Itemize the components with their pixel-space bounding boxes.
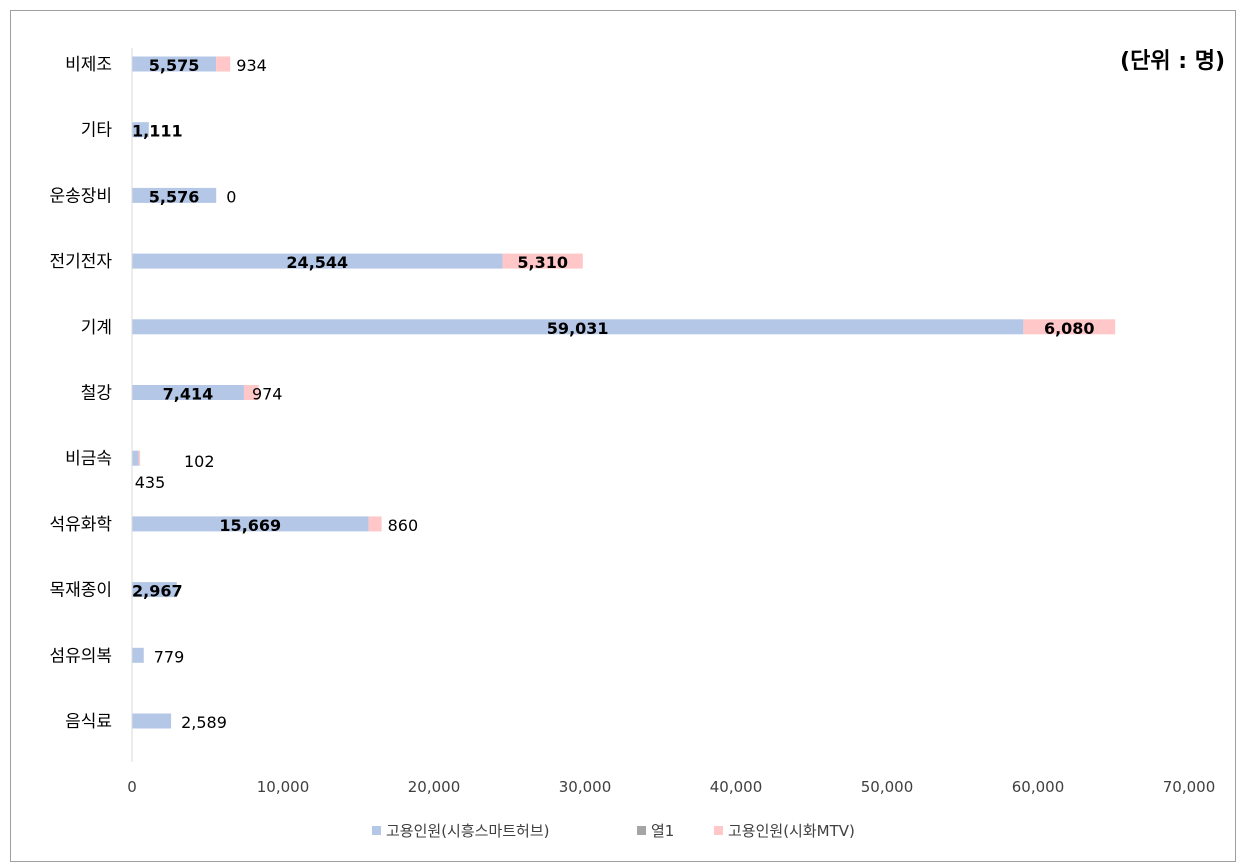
value-label-sihung: 1,111 xyxy=(132,122,183,141)
value-label-sihwa: 102 xyxy=(184,452,215,471)
bar-segment-sihung xyxy=(132,385,244,400)
category-label: 운송장비 xyxy=(49,186,112,206)
value-label-sihwa: 860 xyxy=(388,516,419,535)
bar-segment-sihung xyxy=(132,516,369,532)
value-label-sihung: 24,544 xyxy=(286,253,348,272)
bar-segment-sihwa xyxy=(1023,319,1116,335)
value-label-sihung: 15,669 xyxy=(219,516,281,535)
unit-note: (단위 : 명) xyxy=(1120,49,1225,74)
bars-layer xyxy=(132,56,1116,729)
category-label: 기타 xyxy=(81,121,113,141)
x-tick-label: 40,000 xyxy=(710,778,763,796)
value-label-sihung: 7,414 xyxy=(163,385,214,404)
x-tick-label: 70,000 xyxy=(1163,778,1216,796)
category-label: 철강 xyxy=(81,384,113,404)
bar-segment-sihung xyxy=(132,450,139,466)
category-label: 음식료 xyxy=(65,712,112,732)
bar-segment-sihung xyxy=(132,713,172,729)
value-label-sihwa: 5,310 xyxy=(517,253,568,272)
bar-segment-sihwa xyxy=(138,450,141,466)
bar-segment-sihung xyxy=(132,582,177,598)
bar-segment-sihung xyxy=(132,253,503,269)
bar-segment-sihung xyxy=(132,56,217,72)
value-label-sihwa: 974 xyxy=(252,385,283,404)
category-label: 비금속 xyxy=(65,449,112,469)
value-label-sihung: 435 xyxy=(135,473,166,492)
chart-frame xyxy=(10,10,1236,862)
category-label: 목재종이 xyxy=(49,581,112,601)
legend-swatch xyxy=(637,826,646,835)
value-label-sihung: 59,031 xyxy=(547,319,609,338)
value-label-sihwa: 0 xyxy=(226,187,236,206)
category-label: 전기전자 xyxy=(49,252,112,272)
bar-segment-sihwa xyxy=(368,516,382,532)
value-labels-layer: 5,575 934 1,111 5,576 0 24,544 5,310 59,031 6,08… xyxy=(132,56,1095,732)
legend: 고용인원(시흥스마트허브) 열1 고용인원(시화MTV) xyxy=(372,822,855,840)
legend-swatch xyxy=(714,826,723,835)
bar-segment-sihwa xyxy=(502,253,583,269)
x-tick-label: 0 xyxy=(127,778,137,796)
value-label-sihung: 779 xyxy=(154,647,185,666)
x-tick-label: 10,000 xyxy=(257,778,310,796)
category-label: 기계 xyxy=(81,318,112,338)
x-tick-label: 60,000 xyxy=(1012,778,1065,796)
category-label: 섬유의복 xyxy=(49,646,112,666)
bar-segment-sihung xyxy=(132,319,1024,335)
category-label: 비제조 xyxy=(65,55,112,75)
x-axis-ticks-layer: 0 10,000 20,000 30,000 40,000 50,000 60,000 70,… xyxy=(127,48,1215,796)
value-label-sihwa: 6,080 xyxy=(1044,319,1095,338)
value-label-sihung: 5,575 xyxy=(149,56,200,75)
value-label-sihung: 5,576 xyxy=(149,187,200,206)
x-tick-label: 50,000 xyxy=(861,778,914,796)
bar-segment-sihung xyxy=(132,122,149,138)
value-label-sihwa: 934 xyxy=(236,56,267,75)
bar-segment-sihwa xyxy=(216,56,231,72)
value-label-sihung: 2,967 xyxy=(132,582,183,601)
legend-label: 고용인원(시흥스마트허브) xyxy=(386,822,550,840)
bar-segment-sihwa xyxy=(243,385,259,400)
legend-label: 열1 xyxy=(651,822,674,840)
x-tick-label: 20,000 xyxy=(408,778,461,796)
bar-segment-sihung xyxy=(132,647,144,663)
bar-segment-sihung xyxy=(132,187,217,203)
legend-label: 고용인원(시화MTV) xyxy=(728,822,855,840)
legend-swatch xyxy=(372,826,381,835)
x-tick-label: 30,000 xyxy=(559,778,612,796)
category-label: 석유화학 xyxy=(49,515,112,535)
value-label-sihung: 2,589 xyxy=(181,713,227,732)
